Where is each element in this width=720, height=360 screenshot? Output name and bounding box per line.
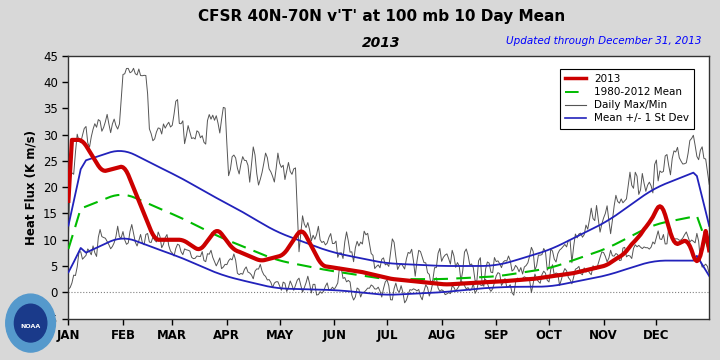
Text: Updated through December 31, 2013: Updated through December 31, 2013	[506, 36, 702, 46]
Text: 2013: 2013	[362, 36, 401, 50]
Circle shape	[14, 304, 47, 342]
Circle shape	[6, 294, 55, 352]
Text: CFSR 40N-70N v'T' at 100 mb 10 Day Mean: CFSR 40N-70N v'T' at 100 mb 10 Day Mean	[198, 9, 565, 24]
Legend: 2013, 1980-2012 Mean, Daily Max/Min, Mean +/- 1 St Dev: 2013, 1980-2012 Mean, Daily Max/Min, Mea…	[559, 69, 694, 129]
Y-axis label: Heat Flux (K m/s): Heat Flux (K m/s)	[25, 130, 38, 245]
Text: NOAA: NOAA	[20, 324, 41, 329]
